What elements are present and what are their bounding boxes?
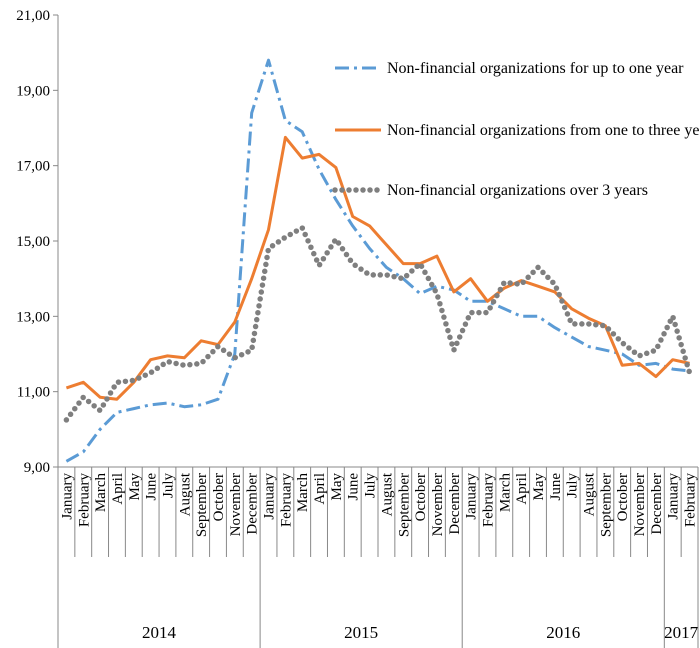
y-tick-label: 15,00 [16,234,50,250]
y-tick-label: 13,00 [16,309,50,325]
series-line [65,135,690,401]
legend-label: Non-financial organizations from one to … [387,122,700,139]
x-tick-label: February [76,473,92,528]
x-tick-label: June [346,473,362,501]
x-tick-label: December [245,473,261,535]
x-tick-label: August [379,472,395,516]
x-tick-label: December [447,473,463,535]
x-tick-label: May [531,473,547,501]
x-tick-label: May [127,473,143,501]
y-tick-label: 21,00 [16,8,50,24]
x-tick-label: November [632,473,648,536]
x-tick-label: October [211,473,227,521]
x-tick-label: March [295,473,311,513]
x-tick-label: July [160,473,176,499]
x-tick-label: September [396,473,412,537]
x-tick-label: January [464,473,480,520]
x-tick-label: September [194,473,210,537]
x-tick-label: July [565,473,581,499]
y-tick-label: 17,00 [16,159,50,175]
x-tick-label: September [598,473,614,537]
x-tick-label: May [329,473,345,501]
x-tick-label: March [93,473,109,513]
x-tick-label: April [110,473,126,505]
y-tick-label: 11,00 [17,385,50,401]
x-tick-label: June [144,473,160,501]
x-tick-label: June [548,473,564,501]
x-tick-label: April [312,473,328,505]
group-label: 2015 [344,623,378,642]
group-label: 2014 [142,623,177,642]
x-tick-label: April [514,473,530,505]
group-label: 2017 [664,623,699,642]
y-tick-label: 19,00 [16,83,50,99]
x-tick-label: August [582,472,598,516]
x-tick-label: March [497,473,513,513]
x-tick-label: January [59,473,75,520]
x-tick-label: February [480,473,496,528]
series-line [65,58,690,463]
x-tick-label: February [683,473,699,528]
x-tick-label: January [262,473,278,520]
x-tick-label: February [278,473,294,528]
x-tick-label: August [177,472,193,516]
y-tick-label: 9,00 [24,460,50,476]
group-label: 2016 [546,623,580,642]
x-tick-label: October [413,473,429,521]
x-tick-label: January [666,473,682,520]
x-tick-label: July [363,473,379,499]
series-line [63,225,693,423]
x-tick-label: November [228,473,244,536]
legend-label: Non-financial organizations over 3 years [387,182,648,199]
legend-label: Non-financial organizations for up to on… [387,60,684,77]
x-tick-label: October [615,473,631,521]
x-tick-label: November [430,473,446,536]
x-tick-label: December [649,473,665,535]
